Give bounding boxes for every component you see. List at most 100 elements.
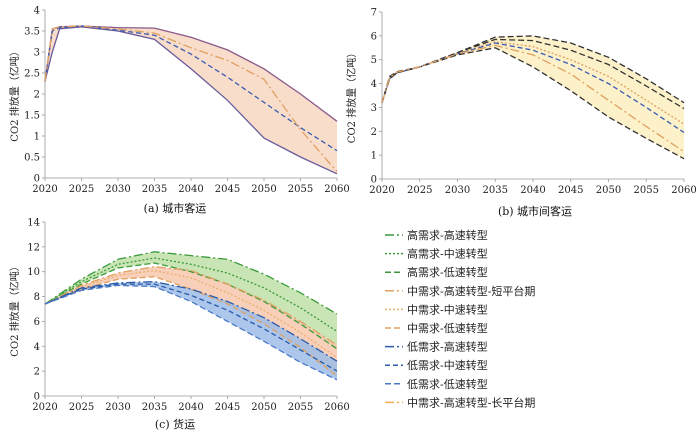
y-tick-label: 0 <box>34 174 40 185</box>
legend-item: 低需求-低速转型 <box>385 377 488 391</box>
x-tick-label: 2025 <box>407 185 432 196</box>
series-line <box>44 281 338 362</box>
y-tick-label: 3 <box>371 103 377 114</box>
y-tick-label: 4 <box>34 6 40 17</box>
y-tick-label: 14 <box>27 218 40 229</box>
y-tick-label: 2.5 <box>24 69 40 80</box>
series-line <box>44 251 338 315</box>
y-tick-label: 2 <box>371 127 377 138</box>
x-tick-label: 2040 <box>520 185 545 196</box>
x-tick-label: 2035 <box>142 184 167 195</box>
series-line <box>381 41 685 125</box>
legend-label: 低需求-低速转型 <box>407 377 488 391</box>
y-tick-label: 6 <box>371 31 377 42</box>
y-tick-label: 7 <box>371 8 377 19</box>
x-tick-label: 2020 <box>369 185 394 196</box>
y-tick-label: 6 <box>34 317 40 328</box>
x-tick-label: 2040 <box>178 402 203 413</box>
series-line <box>44 266 338 346</box>
y-tick-label: 5 <box>371 55 377 66</box>
y-tick-label: 1 <box>371 151 377 162</box>
x-tick-label: 2060 <box>671 185 696 196</box>
x-tick-label: 2035 <box>483 185 508 196</box>
legend-item: 低需求-中速转型 <box>385 358 488 372</box>
chart-panel-1: 0 0.5 1 1.5 2 2.5 3 3.5 4 2020 2025 2030 2035 2040 204… <box>8 6 350 216</box>
x-tick-label: 2020 <box>32 184 57 195</box>
series-line <box>381 47 685 160</box>
y-tick-label: 1 <box>34 132 40 143</box>
y-tick-label: 10 <box>27 267 40 278</box>
x-tick-label: 2035 <box>142 402 167 413</box>
x-tick-label: 2030 <box>445 185 470 196</box>
series-line <box>44 283 338 372</box>
x-tick-label: 2045 <box>558 185 583 196</box>
series-line <box>44 262 338 350</box>
y-tick-label: 2 <box>34 90 40 101</box>
chart-panel-3: 0 2 4 6 8 10 12 14 2020 2025 2030 2035 2040 2045 2050 2… <box>8 218 350 432</box>
series-line <box>44 276 338 377</box>
x-tick-label: 2045 <box>215 402 240 413</box>
x-tick-label: 2050 <box>596 185 621 196</box>
x-tick-label: 2055 <box>288 402 313 413</box>
series-line <box>381 44 685 153</box>
series-line <box>44 269 338 359</box>
x-tick-label: 2025 <box>69 402 94 413</box>
scenario-band <box>45 251 337 349</box>
x-tick-label: 2060 <box>324 402 349 413</box>
y-axis-label: CO2 排放量（亿吨） <box>8 261 21 356</box>
legend-item: 高需求-中速转型 <box>385 247 488 261</box>
x-tick-label: 2050 <box>251 184 276 195</box>
legend-label: 中需求-高速转型-短平台期 <box>407 284 535 298</box>
legend-label: 高需求-高速转型 <box>407 228 488 242</box>
y-tick-label: 1.5 <box>24 111 40 122</box>
legend-label: 高需求-低速转型 <box>407 265 488 279</box>
legend-item: 低需求-高速转型 <box>385 340 488 354</box>
y-tick-label: 3 <box>34 48 40 59</box>
legend-item: 中需求-低速转型 <box>385 321 488 335</box>
series-line <box>44 257 338 332</box>
series-line <box>44 284 338 381</box>
legend-label: 中需求-高速转型-长平台期 <box>407 395 535 409</box>
x-tick-label: 2055 <box>634 185 659 196</box>
y-tick-label: 0 <box>34 392 40 403</box>
x-tick-label: 2045 <box>215 184 240 195</box>
x-tick-label: 2055 <box>288 184 313 195</box>
y-axis-label: CO2 排放量（亿吨） <box>8 46 21 141</box>
scenario-band <box>45 266 337 377</box>
legend-label: 中需求-中速转型 <box>407 302 488 316</box>
x-tick-label: 2060 <box>324 184 349 195</box>
legend-item: 中需求-高速转型-长平台期 <box>385 395 535 409</box>
x-tick-label: 2030 <box>105 184 130 195</box>
legend-label: 高需求-中速转型 <box>407 247 488 261</box>
series-line <box>44 25 338 173</box>
y-tick-label: 12 <box>27 242 40 253</box>
scenario-band <box>382 35 684 159</box>
legend-item: 中需求-高速转型-短平台期 <box>385 284 535 298</box>
y-axis-label: CO2 排放量（亿吨） <box>345 48 358 143</box>
legend-label: 低需求-中速转型 <box>407 358 488 372</box>
series-line <box>44 25 338 152</box>
panel-caption: (c) 货运 <box>155 417 195 431</box>
x-tick-label: 2020 <box>32 402 57 413</box>
x-tick-label: 2030 <box>105 402 130 413</box>
y-tick-label: 4 <box>34 342 40 353</box>
legend-item: 中需求-中速转型 <box>385 302 488 316</box>
series-line <box>44 26 338 175</box>
x-tick-label: 2025 <box>69 184 94 195</box>
y-tick-label: 0 <box>371 175 377 186</box>
series-line <box>381 42 685 134</box>
y-tick-label: 0.5 <box>24 153 40 164</box>
legend-item: 高需求-高速转型 <box>385 228 488 242</box>
x-tick-label: 2050 <box>251 402 276 413</box>
panel-caption: (b) 城市间客运 <box>498 204 572 218</box>
legend-label: 中需求-低速转型 <box>407 321 488 335</box>
panel-caption: (a) 城市客运 <box>144 201 207 215</box>
y-tick-label: 8 <box>34 292 40 303</box>
series-line <box>381 35 685 104</box>
legend: 高需求-高速转型高需求-中速转型高需求-低速转型中需求-高速转型-短平台期中需求… <box>385 228 535 409</box>
x-tick-label: 2040 <box>178 184 203 195</box>
scenario-band <box>45 25 337 174</box>
legend-item: 高需求-低速转型 <box>385 265 488 279</box>
y-tick-label: 3.5 <box>24 27 40 38</box>
